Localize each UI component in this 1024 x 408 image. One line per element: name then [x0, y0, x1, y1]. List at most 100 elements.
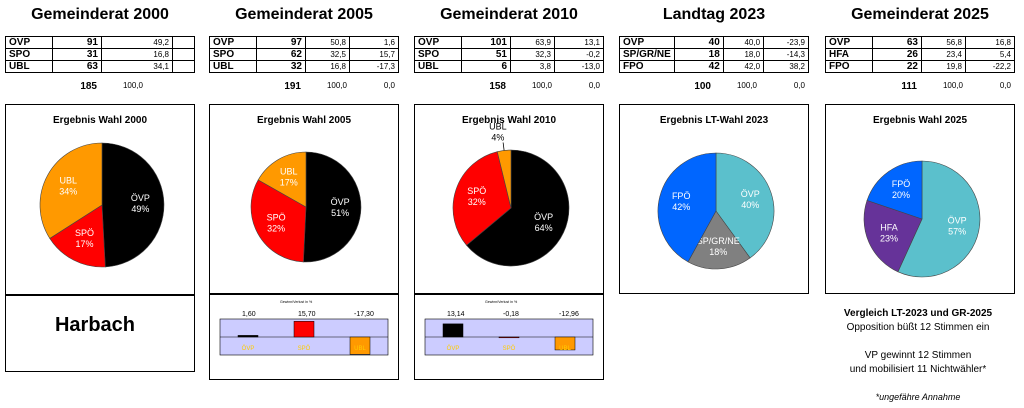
results-table: ÖVP 63 56,8 16,8 HFA 26 23,4 5,4 FPÖ 22 19,8 -22,2 — [825, 36, 1016, 73]
vote-count: 40 — [673, 36, 724, 49]
pie-slice-value: 57% — [948, 227, 966, 237]
bar-category-label: ÖVP — [242, 345, 255, 352]
vote-count: 62 — [256, 48, 306, 61]
table-row: SPÖ 62 32,5 15,7 — [209, 48, 400, 61]
bar-category-label: SPÖ — [298, 345, 311, 352]
bar-value-label: 15,70 — [298, 311, 316, 318]
total-row: 111 100,0 0,0 — [825, 81, 1015, 93]
pie-slice-value: 42% — [672, 202, 690, 212]
total-votes: 100 — [694, 81, 711, 92]
vote-count: 101 — [461, 36, 511, 49]
pie-slice-label: ÖVP — [741, 189, 760, 199]
vote-count: 51 — [461, 48, 511, 61]
table-row: ÖVP 40 40,0 -23,9 — [619, 36, 809, 49]
pie-slice-value: 64% — [535, 223, 553, 233]
election-title: Landtag 2023 — [662, 6, 766, 23]
party-name: SP/GR/NE — [619, 48, 675, 61]
vote-diff: 16,8 — [964, 36, 1016, 49]
pie-slice — [897, 160, 981, 278]
vote-percent: 16,8 — [305, 60, 350, 73]
total-diff: 0,0 — [999, 81, 1011, 90]
place-name: Harbach — [54, 314, 136, 336]
vote-diff: -17,3 — [348, 60, 400, 73]
bar-value-label: 13,14 — [447, 311, 465, 318]
party-name: ÖVP — [414, 36, 462, 49]
vote-diff — [171, 36, 196, 49]
pie-slice-value: 34% — [59, 187, 77, 197]
table-row: UBL 63 34,1 — [5, 60, 196, 73]
total-percent: 100,0 — [942, 81, 963, 90]
results-table: ÖVP 91 49,2 SPÖ 31 16,8 UBL 63 34,1 — [5, 36, 196, 73]
vote-diff: -13,0 — [553, 60, 605, 73]
party-name: ÖVP — [619, 36, 675, 49]
vote-percent: 32,5 — [305, 48, 350, 61]
pie-slice-value: 32% — [468, 197, 486, 207]
total-diff: 0,0 — [588, 81, 600, 90]
gain-loss-chart-box: Gewinn/Verlust in % 13,14 ÖVP -0,18 SPÖ -12,9… — [414, 294, 604, 380]
bar — [498, 336, 520, 339]
pie-slice-label: UBL — [489, 122, 507, 132]
gain-loss-chart: Gewinn/Verlust in % 13,14 ÖVP -0,18 SPÖ -12,9… — [424, 300, 594, 356]
bar-value-label: -12,96 — [559, 311, 579, 318]
results-table: ÖVP 97 50,8 1,6 SPÖ 62 32,5 15,7 UBL 32 16,8 -17,3 — [209, 36, 400, 73]
party-name: UBL — [5, 60, 53, 73]
vote-percent: 16,8 — [101, 48, 173, 61]
pie-slice-label: SPÖ — [267, 213, 286, 223]
pie-chart-box: ÖVP 40% SP/GR/NE 18% FPÖ 42% Ergebnis LT-Wahl … — [619, 104, 809, 294]
total-row: 185 100,0 — [5, 81, 195, 93]
pie-slice-label: SPÖ — [75, 228, 94, 238]
total-row: 100 100,0 0,0 — [619, 81, 809, 93]
vote-count: 26 — [872, 48, 922, 61]
vote-diff: 5,4 — [964, 48, 1016, 61]
party-name: ÖVP — [825, 36, 873, 49]
bar-category-label: UBL — [354, 346, 366, 352]
bar-category-label: UBL — [559, 346, 571, 352]
pie-slice-label: UBL — [60, 176, 78, 186]
vote-percent: 3,8 — [510, 60, 555, 73]
vote-diff: -23,9 — [763, 36, 809, 49]
table-row: SPÖ 51 32,3 -0,2 — [414, 48, 605, 61]
bar-chart-title: Gewinn/Verlust in % — [485, 300, 518, 304]
bar-category-label: SPÖ — [503, 345, 516, 352]
party-name: ÖVP — [5, 36, 53, 49]
pie-chart-box: ÖVP 49% SPÖ 17% UBL 34% Ergebnis Wahl 2000 — [5, 104, 195, 296]
vote-percent: 40,0 — [722, 36, 765, 49]
total-percent: 100,0 — [122, 81, 143, 90]
election-title: Gemeinderat 2025 — [851, 6, 989, 23]
pie-slice — [39, 142, 103, 239]
vote-percent: 56,8 — [921, 36, 966, 49]
vote-diff: -0,2 — [553, 48, 605, 61]
footnote: *ungefähre Annahme — [875, 392, 961, 402]
vote-percent: 32,3 — [510, 48, 555, 61]
party-name: UBL — [414, 60, 462, 73]
pie-chart-title: Ergebnis LT-Wahl 2023 — [659, 115, 769, 126]
vote-diff: 13,1 — [553, 36, 605, 49]
vote-percent: 49,2 — [101, 36, 173, 49]
pie-slice-value: 20% — [892, 190, 910, 200]
vote-count: 32 — [256, 60, 306, 73]
pie-slice — [715, 152, 775, 259]
comparison-title: Vergleich LT-2023 und GR-2025 — [843, 308, 993, 319]
election-title: Gemeinderat 2010 — [440, 6, 578, 23]
vote-count: 63 — [872, 36, 922, 49]
results-table: ÖVP 101 63,9 13,1 SPÖ 51 32,3 -0,2 UBL 6 3,8 -13,0 — [414, 36, 605, 73]
bar — [554, 336, 576, 351]
table-row: HFA 26 23,4 5,4 — [825, 48, 1016, 61]
vote-diff: -14,3 — [763, 48, 809, 61]
party-name: SPÖ — [414, 48, 462, 61]
vote-diff: 38,2 — [763, 60, 809, 73]
pie-slice — [303, 151, 362, 263]
total-votes: 191 — [284, 81, 301, 92]
total-votes: 158 — [489, 81, 506, 92]
pie-slice-label: SPÖ — [467, 186, 486, 196]
party-name: SPÖ — [5, 48, 53, 61]
party-name: UBL — [209, 60, 257, 73]
total-diff: 0,0 — [793, 81, 805, 90]
vote-count: 22 — [872, 60, 922, 73]
vote-count: 91 — [52, 36, 102, 49]
bar-value-label: -17,30 — [354, 311, 374, 318]
pie-slice-value: 18% — [709, 247, 727, 257]
pie-slice-label: SP/GR/NE — [697, 236, 740, 246]
comparison-line-3: und mobilisiert 11 Nichtwähler* — [849, 364, 987, 375]
